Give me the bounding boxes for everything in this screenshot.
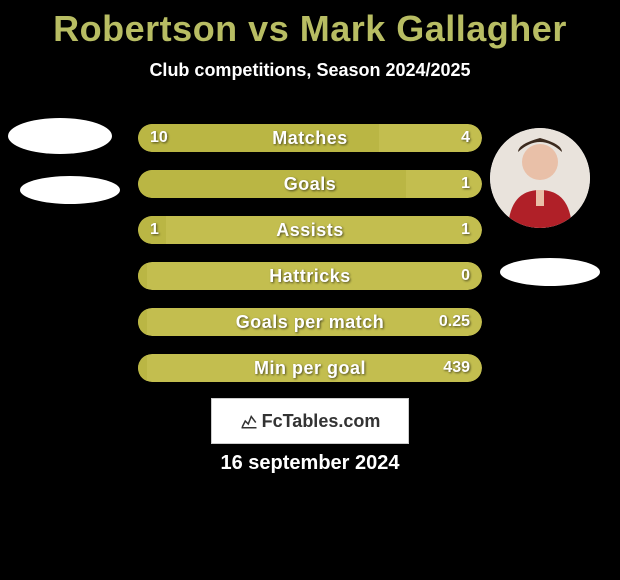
stat-value-right: 439 bbox=[443, 354, 470, 382]
stat-value-left: 10 bbox=[150, 124, 168, 152]
comparison-infographic: Robertson vs Mark Gallagher Club competi… bbox=[0, 0, 620, 580]
stat-label: Assists bbox=[138, 216, 482, 244]
stat-row-goals: Goals1 bbox=[138, 170, 482, 198]
stat-row-matches: Matches10 4 bbox=[138, 124, 482, 152]
stat-row-min-per-goal: Min per goal439 bbox=[138, 354, 482, 382]
stats-bars: Matches104Goals1Assists11Hattricks0Goals… bbox=[138, 124, 482, 404]
stat-value-right: 1 bbox=[461, 216, 470, 244]
stat-value-right: 0.25 bbox=[439, 308, 470, 336]
stat-label: Matches bbox=[138, 124, 482, 152]
page-title: Robertson vs Mark Gallagher bbox=[0, 0, 620, 50]
player-right-avatar bbox=[490, 128, 590, 228]
credit-text: FcTables.com bbox=[262, 411, 381, 432]
infographic-date: 16 september 2024 bbox=[0, 452, 620, 475]
stat-label: Goals bbox=[138, 170, 482, 198]
stat-row-goals-per-match: Goals per match0.25 bbox=[138, 308, 482, 336]
credit-box: FcTables.com bbox=[211, 398, 409, 444]
player-left-club-badge bbox=[20, 176, 120, 204]
avatar-icon bbox=[490, 128, 590, 228]
player-left-avatar bbox=[8, 118, 112, 154]
stat-label: Min per goal bbox=[138, 354, 482, 382]
page-subtitle: Club competitions, Season 2024/2025 bbox=[0, 60, 620, 81]
stat-label: Hattricks bbox=[138, 262, 482, 290]
stat-value-right: 0 bbox=[461, 262, 470, 290]
chart-icon bbox=[240, 412, 258, 430]
stat-value-right: 4 bbox=[461, 124, 470, 152]
stat-value-right: 1 bbox=[461, 170, 470, 198]
stat-value-left: 1 bbox=[150, 216, 159, 244]
stat-row-hattricks: Hattricks0 bbox=[138, 262, 482, 290]
stat-label: Goals per match bbox=[138, 308, 482, 336]
player-right-club-badge bbox=[500, 258, 600, 286]
stat-row-assists: Assists1 1 bbox=[138, 216, 482, 244]
